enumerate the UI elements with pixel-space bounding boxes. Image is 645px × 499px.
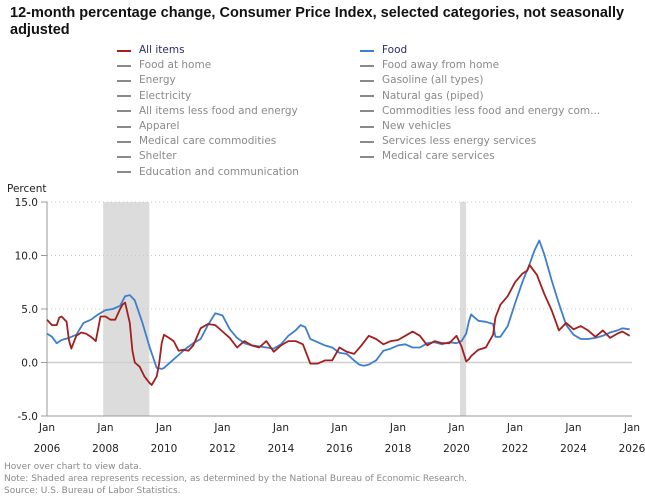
legend-item-medical-care-services[interactable]: Medical care services: [360, 149, 600, 164]
legend-label: Education and communication: [139, 165, 299, 178]
legend-label: Electricity: [139, 89, 192, 102]
legend-item-electricity[interactable]: Electricity: [117, 89, 299, 104]
source-note: Source: U.S. Bureau of Labor Statistics.: [4, 486, 181, 496]
x-tick-month: Jan: [213, 422, 230, 434]
legend-item-new-vehicles[interactable]: New vehicles: [360, 119, 600, 134]
x-tick-year: 2014: [268, 443, 295, 455]
legend-label: Shelter: [139, 150, 177, 163]
chart-notes: Hover over chart to view data. Note: Sha…: [4, 461, 467, 497]
legend-label: Food: [382, 44, 408, 56]
x-tick-month: Jan: [623, 422, 640, 434]
legend-item-natural-gas-piped[interactable]: Natural gas (piped): [360, 89, 600, 104]
y-tick-label: 10.0: [15, 251, 38, 263]
legend-label: Medical care services: [382, 150, 495, 163]
axes-layer: 15.010.05.00.0-5.0Jan2006Jan2008Jan2010J…: [15, 197, 645, 455]
y-tick-label: 15.0: [15, 197, 38, 209]
x-tick-month: Jan: [272, 422, 289, 434]
legend-swatch-icon: [117, 79, 131, 82]
x-tick-year: 2010: [151, 443, 178, 455]
legend-swatch-icon: [360, 64, 374, 67]
y-tick-label: -5.0: [18, 411, 39, 423]
legend-swatch-icon: [360, 125, 374, 128]
legend-swatch-icon: [117, 171, 131, 174]
series-layer: [46, 239, 631, 386]
legend-item-all-items[interactable]: All items: [117, 43, 299, 58]
legend-label: New vehicles: [382, 119, 452, 132]
legend-item-food-at-home[interactable]: Food at home: [117, 58, 299, 73]
legend-left-column: All items Food at home Energy Electricity Al…: [117, 43, 299, 180]
x-tick-year: 2006: [34, 443, 61, 455]
legend-swatch-icon: [117, 49, 131, 52]
legend-swatch-icon: [117, 125, 131, 128]
line-chart[interactable]: 15.010.05.00.0-5.0Jan2006Jan2008Jan2010J…: [0, 0, 645, 460]
x-tick-year: 2026: [619, 443, 645, 455]
y-tick-label: 5.0: [21, 304, 38, 316]
x-tick-year: 2016: [326, 443, 353, 455]
legend-swatch-icon: [117, 64, 131, 67]
chart-title: 12-month percentage change, Consumer Pri…: [10, 5, 625, 38]
x-tick-month: Jan: [506, 422, 523, 434]
legend-item-commodities-less-food-and-energy-com[interactable]: Commodities less food and energy com...: [360, 104, 600, 119]
legend-label: Apparel: [139, 119, 180, 132]
legend-swatch-icon: [360, 49, 374, 52]
series-line-food[interactable]: [46, 239, 630, 370]
legend-label: All items less food and energy: [139, 104, 298, 117]
legend-swatch-icon: [360, 140, 374, 143]
legend-label: All items: [139, 44, 185, 56]
legend-swatch-icon: [117, 140, 131, 143]
legend-item-energy[interactable]: Energy: [117, 73, 299, 88]
legend-label: Food at home: [139, 59, 212, 72]
legend-swatch-icon: [117, 95, 131, 98]
legend-item-food-away-from-home[interactable]: Food away from home: [360, 58, 600, 73]
y-axis-label: Percent: [7, 183, 47, 195]
legend-item-medical-care-commodities[interactable]: Medical care commodities: [117, 134, 299, 149]
legend-label: Medical care commodities: [139, 135, 277, 148]
legend-swatch-icon: [360, 155, 374, 158]
legend-right-column: Food Food away from home Gasoline (all typ…: [360, 43, 600, 165]
legend-item-shelter[interactable]: Shelter: [117, 149, 299, 164]
legend-label: Gasoline (all types): [382, 74, 484, 87]
hover-hint: Hover over chart to view data.: [4, 462, 142, 472]
recession-note: Note: Shaded area represents recession, …: [4, 474, 468, 484]
x-tick-year: 2024: [560, 443, 587, 455]
legend-item-all-items-less-food-and-energy[interactable]: All items less food and energy: [117, 104, 299, 119]
x-tick-month: Jan: [96, 422, 113, 434]
y-tick-label: 0.0: [21, 358, 38, 370]
legend-label: Food away from home: [382, 59, 500, 72]
x-tick-month: Jan: [155, 422, 172, 434]
legend-swatch-icon: [360, 79, 374, 82]
series-line-all-items[interactable]: [46, 264, 631, 386]
x-tick-year: 2012: [209, 443, 236, 455]
x-tick-year: 2008: [92, 443, 119, 455]
legend-item-gasoline-all-types[interactable]: Gasoline (all types): [360, 73, 600, 88]
legend-item-services-less-energy-services[interactable]: Services less energy services: [360, 134, 600, 149]
x-tick-month: Jan: [389, 422, 406, 434]
x-tick-month: Jan: [330, 422, 347, 434]
legend-item-education-and-communication[interactable]: Education and communication: [117, 165, 299, 180]
gridlines-layer: [47, 201, 632, 364]
legend-swatch-icon: [117, 110, 131, 113]
legend-label: Energy: [139, 74, 176, 87]
legend-label: Natural gas (piped): [382, 89, 484, 102]
legend-label: Services less energy services: [382, 135, 537, 148]
legend-item-food[interactable]: Food: [360, 43, 600, 58]
x-tick-month: Jan: [564, 422, 581, 434]
legend-swatch-icon: [360, 95, 374, 98]
legend-swatch-icon: [360, 110, 374, 113]
x-tick-year: 2020: [443, 443, 470, 455]
x-tick-month: Jan: [38, 422, 55, 434]
x-tick-month: Jan: [447, 422, 464, 434]
x-tick-year: 2022: [502, 443, 529, 455]
x-tick-year: 2018: [385, 443, 412, 455]
legend-swatch-icon: [117, 155, 131, 158]
legend-label: Commodities less food and energy com...: [382, 104, 601, 117]
legend-item-apparel[interactable]: Apparel: [117, 119, 299, 134]
